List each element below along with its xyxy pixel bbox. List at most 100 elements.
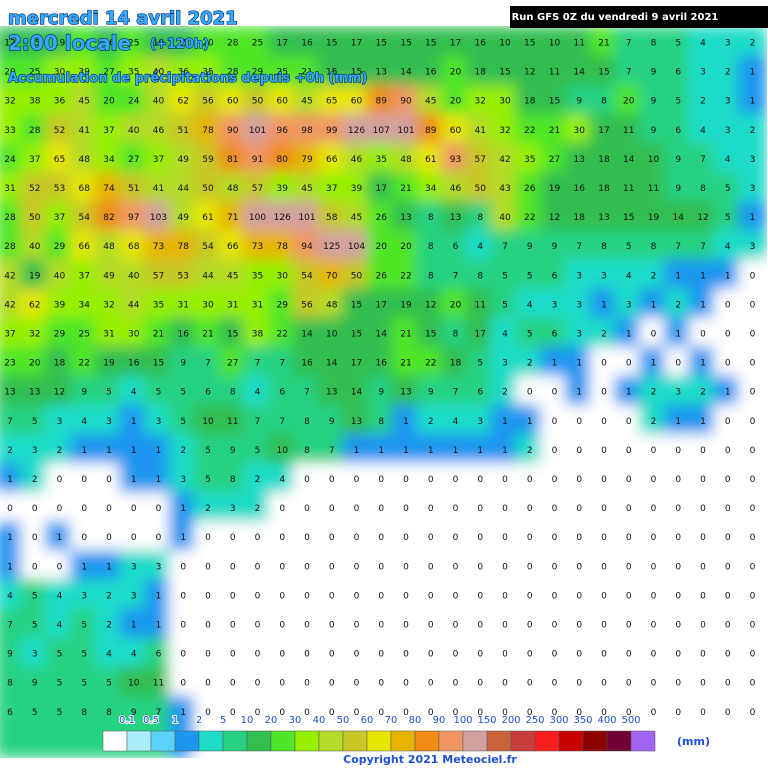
cell: [317, 433, 347, 467]
cell-value: 13: [29, 388, 40, 398]
cell-value: 1: [131, 417, 137, 427]
cell-value: 1: [156, 621, 162, 631]
cell-value: 101: [298, 213, 315, 223]
cell: [342, 492, 371, 526]
cell-value: 0: [651, 533, 657, 543]
cell: [193, 317, 223, 351]
cell: [589, 142, 619, 176]
cell: [391, 404, 421, 438]
cell-value: 0: [552, 650, 558, 660]
cell: [366, 462, 396, 497]
cell-value: 79: [301, 155, 313, 165]
cell: [119, 404, 149, 438]
cell: [144, 550, 173, 584]
cell: [144, 317, 173, 351]
cell-value: 15: [227, 330, 238, 340]
cell-value: 24: [4, 155, 16, 165]
cell-value: 0: [230, 562, 236, 572]
cell: [490, 404, 520, 438]
cell: [515, 433, 545, 467]
cell-value: 10: [202, 417, 214, 427]
cell-value: 40: [128, 126, 140, 136]
cell: [688, 375, 718, 409]
cell: [391, 26, 421, 60]
cell: [441, 317, 470, 351]
cell: [292, 259, 322, 293]
cell: [515, 201, 545, 235]
cell-value: 17: [475, 330, 486, 340]
cell: [639, 26, 668, 60]
cell: [342, 550, 371, 584]
cell: [663, 492, 693, 526]
cell-value: 0: [403, 708, 409, 718]
cell-value: 100: [249, 213, 266, 223]
cell-value: 0: [527, 475, 533, 485]
cell: [168, 201, 198, 235]
cell: [69, 375, 99, 409]
cell-value: 0: [255, 708, 261, 718]
cell-value: 8: [428, 242, 434, 252]
cell: [317, 55, 347, 89]
cell: [243, 521, 272, 555]
cell: [168, 695, 198, 729]
cell: [119, 492, 149, 526]
cell: [540, 550, 569, 584]
cell: [515, 171, 545, 206]
cell: [218, 230, 248, 264]
cell: [738, 579, 767, 613]
cell: [69, 433, 99, 467]
cell-value: 0: [329, 562, 335, 572]
cell-value: 1: [601, 300, 607, 310]
cell: [144, 462, 173, 497]
cell-value: 0: [527, 650, 533, 660]
cell-value: 0: [230, 533, 236, 543]
cell-value: 0: [675, 446, 681, 456]
cell-value: 31: [227, 300, 238, 310]
cell: [441, 404, 470, 438]
cell-value: 15: [623, 213, 634, 223]
cell-value: 104: [348, 242, 365, 252]
cell: [589, 55, 619, 89]
cell-value: 21: [153, 330, 164, 340]
cell: [490, 113, 520, 147]
cell-value: 0: [354, 591, 360, 601]
cell: [614, 521, 644, 555]
cell: [738, 288, 767, 322]
cell: [614, 462, 644, 497]
cell: [20, 26, 50, 60]
cell-value: 15: [499, 68, 510, 78]
cell-value: 0: [502, 475, 508, 485]
legend-label: 150: [477, 715, 496, 726]
cell-value: 40: [29, 242, 41, 252]
cell: [391, 666, 421, 700]
cell: [639, 550, 668, 584]
cell-value: 30: [202, 300, 214, 310]
cell: [391, 201, 421, 235]
cell: [94, 666, 124, 700]
cell-value: 78: [178, 242, 190, 252]
cell-value: 2: [651, 417, 657, 427]
cell-value: 0: [304, 562, 310, 572]
cell-value: 11: [574, 39, 585, 49]
cell: [515, 492, 545, 526]
cell: [0, 492, 25, 526]
cell: [94, 462, 124, 497]
cell-value: 0: [700, 562, 706, 572]
cell-value: 0: [675, 562, 681, 572]
cell: [738, 433, 767, 467]
cell-value: 3: [700, 68, 706, 78]
cell: [243, 113, 272, 147]
cell-value: 3: [601, 271, 607, 281]
cell: [416, 346, 446, 380]
cell-value: 5: [106, 679, 112, 689]
cell: [540, 259, 569, 293]
cell-value: 17: [598, 126, 609, 136]
cell-value: 0: [675, 504, 681, 514]
cell-value: 0: [626, 504, 632, 514]
cell-value: 30: [574, 126, 586, 136]
cell-value: 52: [29, 184, 40, 194]
cell-value: 0: [205, 533, 211, 543]
cell: [168, 433, 198, 467]
cell-value: 4: [626, 271, 632, 281]
cell: [317, 142, 347, 176]
